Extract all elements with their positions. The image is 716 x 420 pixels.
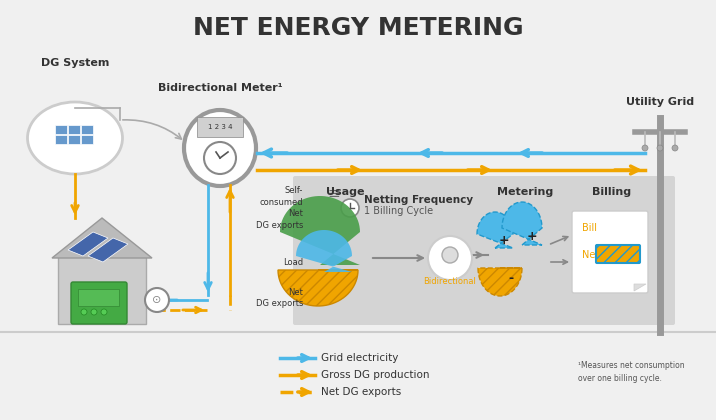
Text: +: +	[527, 229, 537, 242]
FancyBboxPatch shape	[71, 282, 127, 324]
Text: Gross DG production: Gross DG production	[321, 370, 430, 380]
Text: ¹Measures net consumption
over one billing cycle.: ¹Measures net consumption over one billi…	[578, 361, 684, 383]
Text: Metering: Metering	[497, 187, 553, 197]
Text: ≡: ≡	[328, 186, 340, 200]
FancyBboxPatch shape	[82, 136, 94, 144]
Polygon shape	[478, 268, 522, 296]
Text: Bidirectional: Bidirectional	[424, 276, 476, 286]
Text: 1 2 3 4: 1 2 3 4	[208, 124, 232, 130]
Text: Usage: Usage	[326, 187, 364, 197]
Polygon shape	[280, 196, 360, 265]
Circle shape	[428, 236, 472, 280]
Polygon shape	[477, 212, 513, 248]
Circle shape	[145, 288, 169, 312]
Circle shape	[91, 309, 97, 315]
Ellipse shape	[27, 102, 122, 174]
Text: Bill: Bill	[582, 223, 597, 233]
Text: Netting Frequency: Netting Frequency	[364, 195, 473, 205]
Polygon shape	[634, 284, 646, 291]
Text: 1 Billing Cycle: 1 Billing Cycle	[364, 206, 433, 216]
Text: Billing: Billing	[592, 187, 632, 197]
Text: DG System: DG System	[41, 58, 109, 68]
Text: Net
DG exports: Net DG exports	[256, 288, 303, 308]
Circle shape	[81, 309, 87, 315]
Text: Load: Load	[283, 257, 303, 267]
Circle shape	[442, 247, 458, 263]
Polygon shape	[88, 238, 128, 262]
FancyBboxPatch shape	[69, 126, 80, 134]
Text: Grid electricity: Grid electricity	[321, 353, 398, 363]
Polygon shape	[502, 202, 542, 245]
Circle shape	[657, 145, 663, 151]
Text: Net DG exports: Net DG exports	[321, 387, 401, 397]
Circle shape	[204, 142, 236, 174]
Text: Utility Grid: Utility Grid	[626, 97, 694, 107]
Circle shape	[341, 199, 359, 217]
Polygon shape	[278, 270, 358, 306]
FancyBboxPatch shape	[293, 176, 675, 325]
FancyBboxPatch shape	[56, 126, 67, 134]
Text: +: +	[498, 234, 509, 247]
FancyBboxPatch shape	[56, 136, 67, 144]
Text: Self-
consumed
Net
DG exports: Self- consumed Net DG exports	[256, 186, 303, 230]
Text: Net: Net	[582, 250, 599, 260]
Text: ⊙: ⊙	[153, 295, 162, 305]
FancyBboxPatch shape	[596, 245, 640, 263]
FancyBboxPatch shape	[77, 289, 119, 305]
Circle shape	[672, 145, 678, 151]
FancyBboxPatch shape	[572, 211, 648, 293]
Polygon shape	[52, 218, 152, 258]
FancyBboxPatch shape	[69, 136, 80, 144]
FancyBboxPatch shape	[197, 117, 243, 137]
Polygon shape	[296, 230, 352, 272]
Text: NET ENERGY METERING: NET ENERGY METERING	[193, 16, 523, 40]
Ellipse shape	[184, 110, 256, 186]
Polygon shape	[68, 232, 108, 256]
FancyBboxPatch shape	[82, 126, 94, 134]
Text: Bidirectional Meter¹: Bidirectional Meter¹	[158, 83, 282, 93]
Circle shape	[642, 145, 648, 151]
FancyBboxPatch shape	[58, 256, 146, 324]
Circle shape	[101, 309, 107, 315]
Text: -: -	[508, 271, 513, 284]
